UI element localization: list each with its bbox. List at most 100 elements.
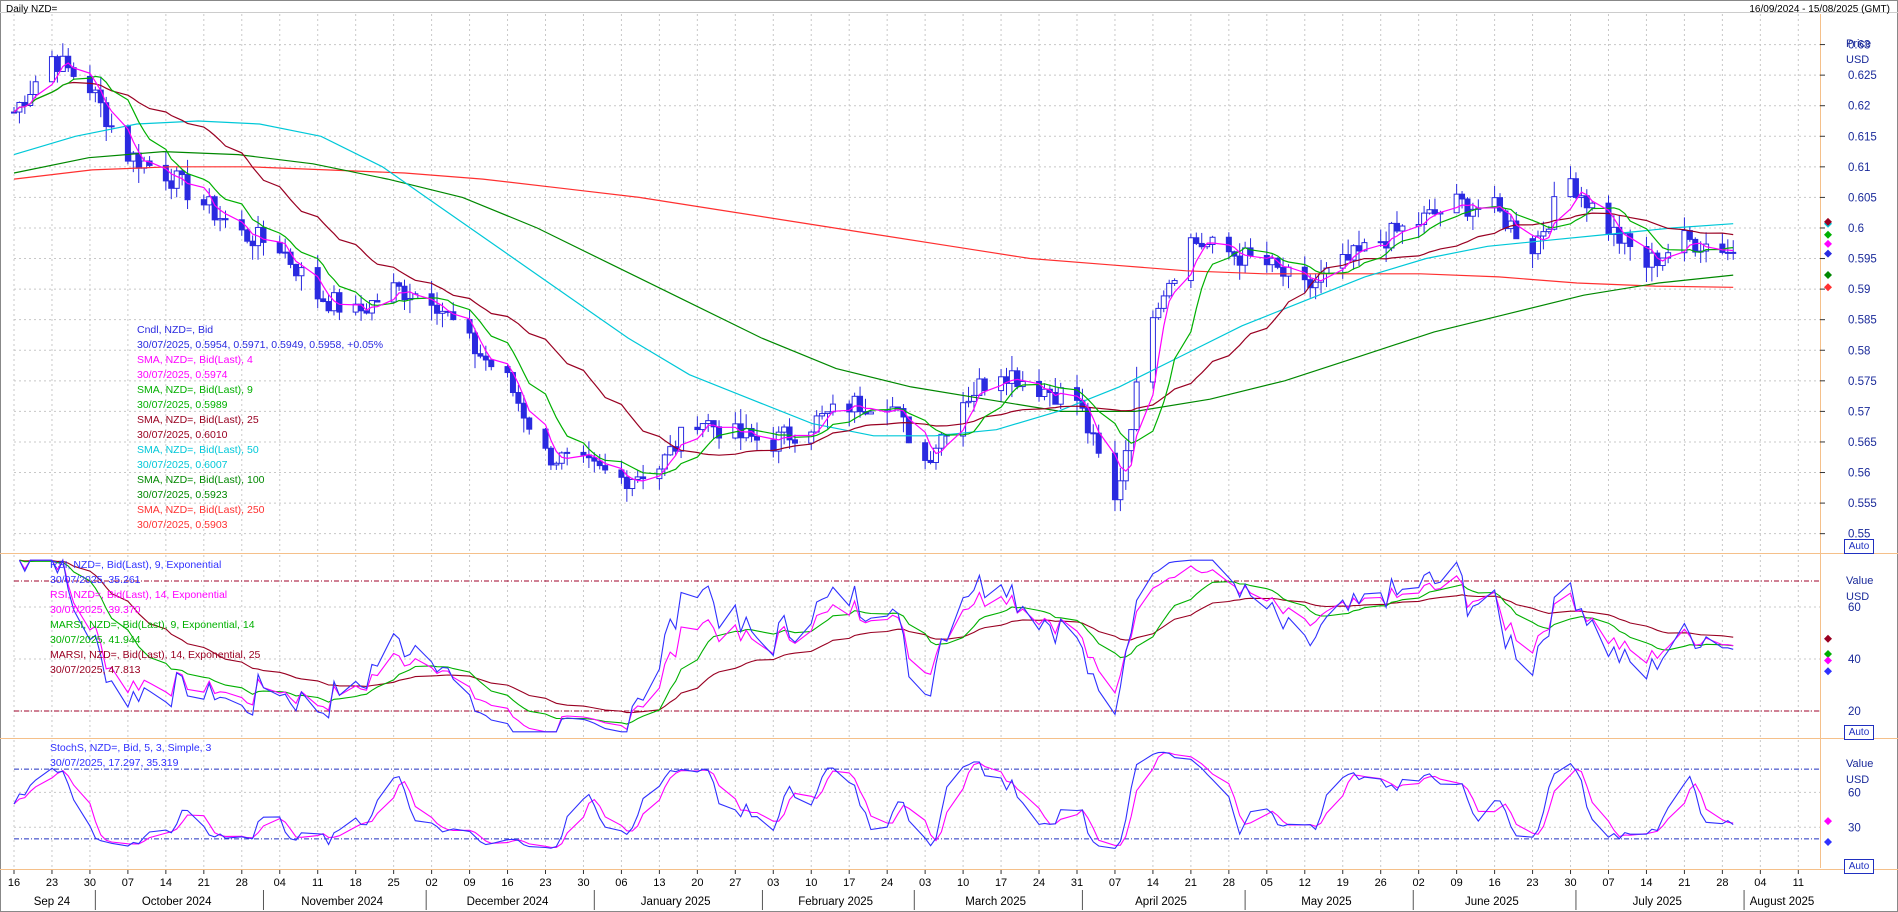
legend-marsi9-label: MARSI, NZD=, Bid(Last), 9, Exponential, … [50,619,255,631]
candle-body [162,164,169,182]
x-day-label: 21 [198,877,210,889]
legend-cndl-label: Cndl, NZD=, Bid [137,324,214,336]
candle-body [1459,193,1466,200]
price-last-marker [1824,283,1832,292]
legend-sma9-value: 30/07/2025, 0.5989 [137,399,228,411]
stoch-axis-unit: USD [1846,774,1870,786]
x-day-label: 23 [1526,877,1538,889]
candle-body [705,420,712,425]
x-day-label: 07 [1109,877,1121,889]
legend-sma4-label: SMA, NZD=, Bid(Last), 4 [137,354,253,366]
x-day-label: 03 [767,877,779,889]
candle-body [1529,238,1536,255]
rsi-auto-button[interactable]: Auto [1844,725,1874,740]
rsi-legend: RSI, NZD=, Bid(Last), 9, Exponential 30/… [50,558,260,678]
candle-body [439,310,446,314]
x-day-label: 21 [1678,877,1690,889]
candle-body [857,395,864,413]
stoch-axis-title: Value [1846,758,1874,770]
x-month-label: October 2024 [142,896,212,908]
legend-sma250-label: SMA, NZD=, Bid(Last), 250 [137,504,265,516]
candle-body [699,423,706,431]
candle-body [960,402,967,437]
candle-body [602,465,609,471]
x-month-label: July 2025 [1633,896,1682,908]
sma4-line [13,62,1734,482]
x-day-label: 11 [1793,877,1804,889]
price-y-label: 0.6 [1848,223,1864,235]
x-day-label: 24 [881,877,893,889]
candle-body [1019,380,1026,388]
price-last-marker [1824,217,1832,226]
candle-body [217,218,224,221]
price-last-marker [1824,239,1832,248]
sma25-line [13,81,1734,456]
x-day-label: 07 [122,877,134,889]
candle-body [1551,196,1558,230]
price-y-label: 0.57 [1848,406,1870,418]
rsi-last-marker [1824,634,1832,643]
candle-body [781,426,788,433]
stoch-auto-button[interactable]: Auto [1844,859,1874,874]
candle-body [981,378,988,392]
candle-body [1399,225,1406,232]
candle-body [791,439,798,444]
legend-sma50-label: SMA, NZD=, Bid(Last), 50 [137,444,259,456]
candle-body [1464,198,1471,217]
candle-body [1280,266,1287,277]
candle-body [293,263,300,277]
candle-body [596,460,603,467]
candle-body [1242,247,1249,266]
x-month-label: August 2025 [1750,896,1815,908]
candle-body [900,408,907,418]
x-day-label: 20 [691,877,703,889]
x-day-label: 07 [1602,877,1614,889]
candle-body [976,378,983,396]
candle-body [564,451,571,454]
candle-body [1204,243,1211,248]
price-y-label: 0.59 [1848,284,1870,296]
candle-body [504,366,511,374]
candle-body [1339,254,1346,269]
candle-body [211,196,218,221]
candle-body [434,304,441,314]
legend-sma100-label: SMA, NZD=, Bid(Last), 100 [137,474,265,486]
price-y-label: 0.625 [1848,70,1877,82]
x-day-label: 23 [46,877,58,889]
candle-body [515,392,522,404]
rsi-last-marker [1824,667,1832,676]
x-month-label: February 2025 [798,896,873,908]
candle-body [867,411,874,415]
candle-body [1041,388,1048,397]
x-day-label: 30 [84,877,96,889]
x-day-label: 27 [729,877,741,889]
price-auto-button[interactable]: Auto [1844,539,1874,554]
candle-body [851,395,858,413]
candle-body [97,89,104,104]
x-day-label: 17 [995,877,1007,889]
candle-body [1166,282,1173,297]
candle-body [1128,429,1135,452]
candle-body [124,125,131,162]
candle-body [179,170,186,176]
candle-body [1285,266,1292,277]
candle-body [526,417,533,430]
x-day-label: 26 [1375,877,1387,889]
price-axis-unit: USD [1846,54,1870,66]
candle-body [282,251,289,254]
x-month-label: Sep 24 [34,896,71,908]
price-last-marker [1824,230,1832,239]
x-day-label: 11 [312,877,323,889]
candle-body [1345,254,1352,261]
candle-body [1263,254,1270,266]
chart-title: Daily NZD= [6,4,58,15]
stoch-last-marker [1824,817,1832,826]
candle-body [623,476,630,490]
candle-body [591,457,598,462]
candle-body [1730,251,1737,254]
x-day-label: 19 [1337,877,1349,889]
price-y-label: 0.61 [1848,162,1870,174]
x-day-label: 17 [843,877,855,889]
candle-body [770,439,777,452]
